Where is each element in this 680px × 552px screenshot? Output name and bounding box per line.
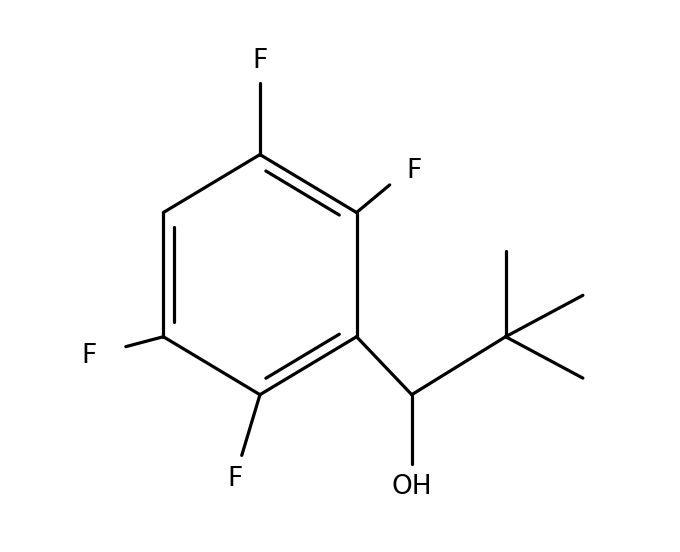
Text: F: F bbox=[252, 47, 268, 74]
Text: OH: OH bbox=[392, 474, 432, 500]
Text: F: F bbox=[406, 158, 422, 184]
Text: F: F bbox=[82, 343, 97, 369]
Text: F: F bbox=[228, 466, 243, 492]
